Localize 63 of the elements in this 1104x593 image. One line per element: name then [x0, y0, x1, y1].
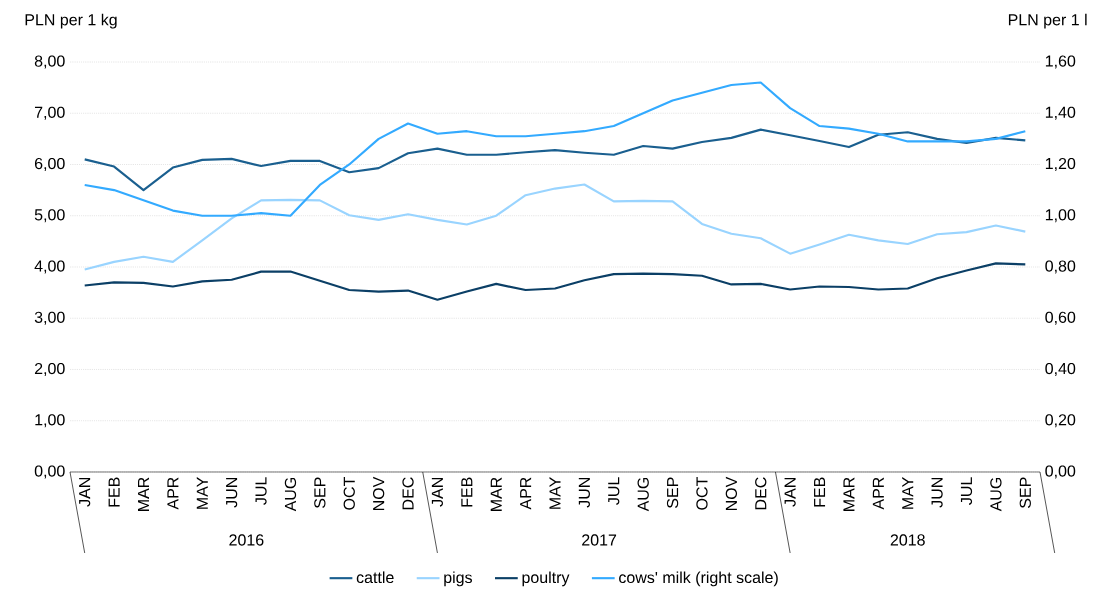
x-tick-label: FEB: [461, 477, 473, 507]
x-tick-label: MAY: [196, 477, 208, 509]
y-tick-label: 2,00: [34, 362, 65, 377]
y-tick-label: 3,00: [34, 311, 65, 325]
x-tick-label: JAN: [431, 478, 443, 507]
x-tick-label: MAY: [549, 477, 561, 509]
x-tick-label: OCT: [343, 477, 355, 510]
x-tick-label: JUL: [255, 477, 267, 505]
line-series: [83, 183, 1027, 271]
x-tick-label: JUN: [578, 478, 590, 508]
x-tick-label: FEB: [814, 477, 826, 507]
x-tick-label: JUN: [931, 478, 943, 508]
x-tick-label: NOV: [372, 476, 385, 511]
x-tick-label: AUG: [990, 477, 1002, 512]
legend-label: cows' milk (right scale): [619, 571, 778, 587]
legend-label: poultry: [522, 571, 570, 587]
text: 2016: [229, 534, 264, 546]
x-tick-label: MAR: [490, 477, 502, 511]
x-tick-label: MAR: [138, 477, 149, 511]
x-tick-label: DEC: [755, 477, 767, 510]
x-tick-label: MAY: [902, 477, 914, 509]
y2-tick-label: 1,60: [1045, 55, 1076, 69]
x-tick-label: JUL: [608, 477, 620, 505]
y-tick-label: 5,00: [34, 209, 65, 223]
y-tick-label: 4,00: [34, 260, 65, 274]
x-tick-label: FEB: [108, 477, 120, 507]
y2-tick-label: 1,20: [1045, 157, 1076, 172]
y-tick-label: 7,00: [34, 106, 65, 120]
x-tick-label: APR: [520, 477, 532, 510]
x-tick-label: JUN: [226, 478, 238, 508]
x-tick-label: APR: [872, 477, 884, 510]
x-tick-label: AUG: [637, 477, 649, 512]
x-tick-label: SEP: [666, 477, 679, 508]
x-tick-label: OCT: [696, 477, 708, 510]
legend-label: pigs: [444, 571, 472, 587]
y-tick-label: 8,00: [34, 55, 65, 69]
x-tick-label: JAN: [79, 478, 91, 507]
legend-label: cattle: [356, 571, 394, 584]
y-tick-label: 6,00: [34, 157, 65, 172]
x-tick-label: MAR: [843, 477, 855, 511]
y2-axis-title: PLN per 1 l: [1008, 13, 1087, 29]
text: 2018: [890, 534, 925, 546]
y2-tick-label: 0,80: [1045, 260, 1076, 274]
x-tick-label: AUG: [284, 477, 297, 512]
y2-tick-label: 0,20: [1045, 414, 1076, 428]
x-tick-label: JAN: [784, 478, 796, 507]
x-tick-label: APR: [167, 477, 179, 510]
line-series: [83, 128, 1027, 192]
x-tick-label: JUL: [960, 477, 973, 505]
y-tick-label: 1,00: [35, 414, 65, 428]
x-tick-label: SEP: [1019, 477, 1031, 508]
x-tick-label: SEP: [314, 477, 326, 508]
x-tick-label: NOV: [725, 476, 738, 511]
y2-tick-label: 0,40: [1045, 362, 1076, 377]
y2-tick-label: 0,00: [1045, 465, 1076, 479]
y2-tick-label: 1,40: [1045, 106, 1076, 120]
y-axis-title: PLN per 1 kg: [25, 13, 117, 29]
y-tick-label: 0,00: [34, 465, 65, 479]
y2-tick-label: 1,00: [1045, 209, 1076, 223]
line-series: [83, 262, 1027, 301]
y2-tick-label: 0,60: [1045, 311, 1076, 325]
text: 2017: [582, 534, 617, 546]
x-tick-label: DEC: [402, 477, 414, 510]
